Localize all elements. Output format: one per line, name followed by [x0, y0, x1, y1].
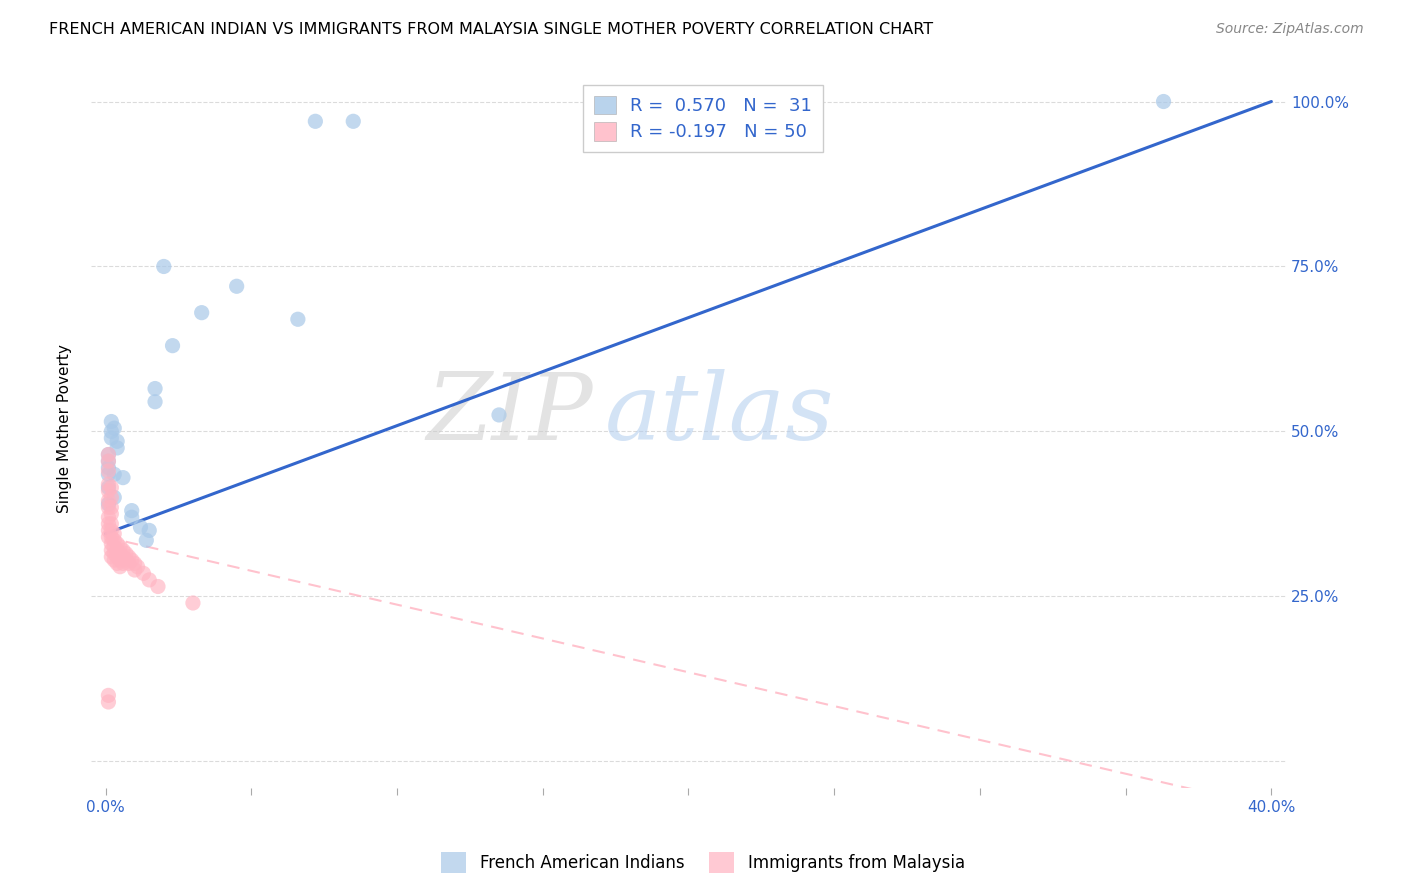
- Point: [181, 596, 204, 610]
- Point: [135, 533, 157, 548]
- Point: [111, 543, 134, 558]
- Point: [124, 563, 146, 577]
- Point: [100, 425, 122, 439]
- Point: [342, 114, 364, 128]
- Point: [111, 557, 134, 571]
- Point: [115, 553, 138, 567]
- Point: [100, 500, 122, 515]
- Point: [127, 559, 149, 574]
- Point: [162, 339, 184, 353]
- Point: [97, 448, 120, 462]
- Point: [152, 260, 174, 274]
- Point: [103, 547, 125, 561]
- Point: [97, 483, 120, 498]
- Point: [97, 460, 120, 475]
- Point: [132, 566, 155, 581]
- Point: [97, 516, 120, 531]
- Point: [121, 503, 143, 517]
- Text: ZIP: ZIP: [426, 368, 593, 458]
- Point: [121, 510, 143, 524]
- Point: [100, 491, 122, 505]
- Point: [1153, 95, 1175, 109]
- Point: [100, 516, 122, 531]
- Point: [146, 580, 169, 594]
- Point: [97, 454, 120, 468]
- Y-axis label: Single Mother Poverty: Single Mother Poverty: [58, 343, 72, 513]
- Point: [100, 536, 122, 550]
- Point: [108, 559, 131, 574]
- Point: [97, 530, 120, 544]
- Point: [100, 549, 122, 564]
- Point: [105, 434, 128, 449]
- Point: [97, 500, 120, 515]
- Point: [124, 557, 146, 571]
- Point: [100, 481, 122, 495]
- Point: [100, 524, 122, 538]
- Point: [105, 536, 128, 550]
- Point: [190, 306, 212, 320]
- Point: [100, 530, 122, 544]
- Point: [97, 524, 120, 538]
- Point: [103, 553, 125, 567]
- Point: [97, 464, 120, 478]
- Text: Source: ZipAtlas.com: Source: ZipAtlas.com: [1216, 22, 1364, 37]
- Point: [97, 497, 120, 511]
- Point: [105, 543, 128, 558]
- Point: [304, 114, 326, 128]
- Point: [118, 557, 141, 571]
- Legend: R =  0.570   N =  31, R = -0.197   N = 50: R = 0.570 N = 31, R = -0.197 N = 50: [583, 85, 823, 153]
- Point: [488, 408, 510, 422]
- Point: [121, 553, 143, 567]
- Point: [103, 467, 125, 482]
- Point: [97, 477, 120, 491]
- Text: atlas: atlas: [605, 368, 834, 458]
- Point: [111, 470, 134, 484]
- Point: [100, 543, 122, 558]
- Point: [129, 520, 152, 534]
- Point: [97, 481, 120, 495]
- Point: [225, 279, 247, 293]
- Point: [100, 507, 122, 521]
- Point: [97, 510, 120, 524]
- Point: [97, 448, 120, 462]
- Point: [115, 547, 138, 561]
- Point: [118, 549, 141, 564]
- Point: [105, 441, 128, 455]
- Point: [100, 431, 122, 445]
- Legend: French American Indians, Immigrants from Malaysia: French American Indians, Immigrants from…: [434, 846, 972, 880]
- Point: [143, 382, 166, 396]
- Text: FRENCH AMERICAN INDIAN VS IMMIGRANTS FROM MALAYSIA SINGLE MOTHER POVERTY CORRELA: FRENCH AMERICAN INDIAN VS IMMIGRANTS FRO…: [49, 22, 934, 37]
- Point: [97, 493, 120, 508]
- Point: [105, 557, 128, 571]
- Point: [103, 491, 125, 505]
- Point: [108, 547, 131, 561]
- Point: [100, 415, 122, 429]
- Point: [97, 695, 120, 709]
- Point: [103, 526, 125, 541]
- Point: [97, 689, 120, 703]
- Point: [138, 524, 160, 538]
- Point: [138, 573, 160, 587]
- Point: [108, 540, 131, 554]
- Point: [105, 549, 128, 564]
- Point: [143, 394, 166, 409]
- Point: [287, 312, 309, 326]
- Point: [97, 454, 120, 468]
- Point: [103, 540, 125, 554]
- Point: [97, 467, 120, 482]
- Point: [111, 549, 134, 564]
- Point: [103, 421, 125, 435]
- Point: [108, 553, 131, 567]
- Point: [103, 533, 125, 548]
